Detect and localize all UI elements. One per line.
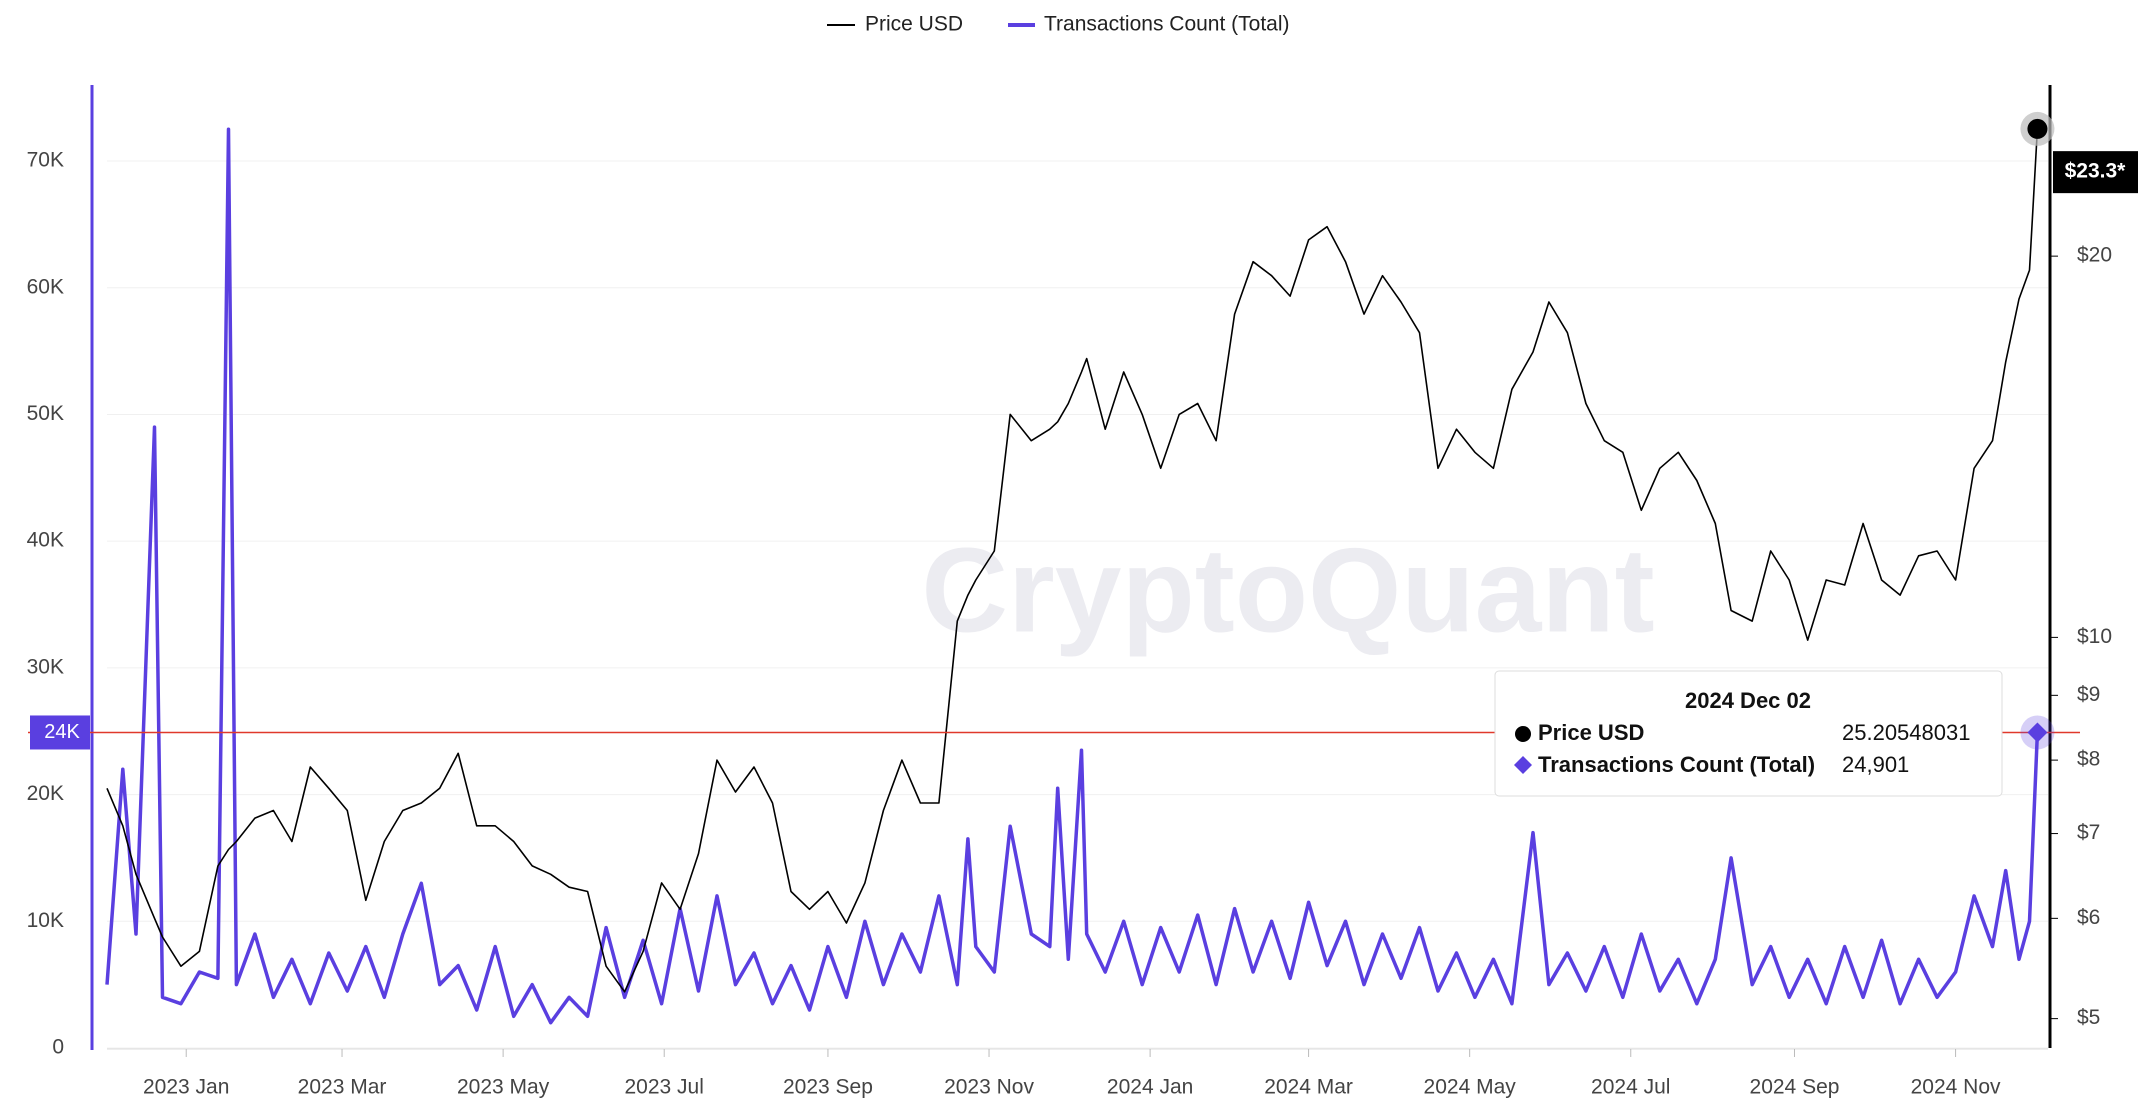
series-line [105, 127, 2040, 1025]
tooltip-box [1494, 670, 2003, 797]
tx-marker [2027, 722, 2048, 743]
y2-tick-label: $7 [2077, 821, 2100, 844]
legend-label: Price USD [865, 13, 963, 36]
y-tick-label: 70K [27, 149, 64, 172]
tooltip-tx-value: 24,901 [1842, 752, 1909, 777]
y-tick-label: 40K [27, 529, 64, 552]
x-tick-label: 2024 Jul [1591, 1076, 1670, 1099]
x-tick-label: 2023 May [457, 1076, 550, 1099]
last-price-badge [2053, 151, 2138, 194]
y-tick-label: 10K [27, 909, 64, 932]
x-tick-label: 2023 Sep [783, 1076, 873, 1099]
x-tick-label: 2024 Jan [1107, 1076, 1193, 1099]
series-line [106, 128, 2039, 993]
watermark: CryptoQuant [921, 524, 1654, 658]
tooltip-price-name: Price USD [1538, 720, 1644, 745]
y2-tick-label: $5 [2077, 1006, 2100, 1029]
y2-tick-label: $6 [2077, 906, 2100, 929]
y2-tick-label: $10 [2077, 625, 2112, 648]
x-tick-label: 2024 May [1424, 1076, 1517, 1099]
last-price-label: $23.3* [2065, 160, 2127, 183]
y2-tick-label: $9 [2077, 683, 2100, 706]
y2-tick-label: $8 [2077, 748, 2100, 771]
tooltip: 2024 Dec 02 Price USD 25.20548031 Transacti… [1494, 670, 2003, 797]
x-tick-label: 2023 Mar [298, 1076, 387, 1099]
x-tick-label: 2024 Nov [1911, 1076, 2001, 1099]
x-tick-label: 2023 Nov [944, 1076, 1034, 1099]
legend-label: Transactions Count (Total) [1044, 13, 1290, 36]
y-tick-label: 50K [27, 402, 64, 425]
y-tick-label: 0 [52, 1036, 64, 1059]
tooltip-price-value: 25.20548031 [1842, 720, 1970, 745]
tooltip-tx-icon [1514, 756, 1532, 774]
x-tick-label: 2024 Sep [1750, 1076, 1840, 1099]
tooltip-tx-name: Transactions Count (Total) [1538, 752, 1815, 777]
x-tick-label: 2024 Mar [1264, 1076, 1353, 1099]
price-marker [2027, 118, 2048, 139]
y-tick-label: 60K [27, 275, 64, 298]
crosshair-label: 24K [44, 721, 80, 743]
x-tick-label: 2023 Jan [143, 1076, 229, 1099]
y-tick-label: 20K [27, 782, 64, 805]
tooltip-title: 2024 Dec 02 [1685, 688, 1811, 713]
y2-tick-label: $20 [2077, 244, 2112, 267]
tooltip-price-icon [1515, 726, 1531, 742]
x-tick-label: 2023 Jul [625, 1076, 704, 1099]
y-tick-label: 30K [27, 655, 64, 678]
crosshair-label-box [30, 715, 90, 750]
